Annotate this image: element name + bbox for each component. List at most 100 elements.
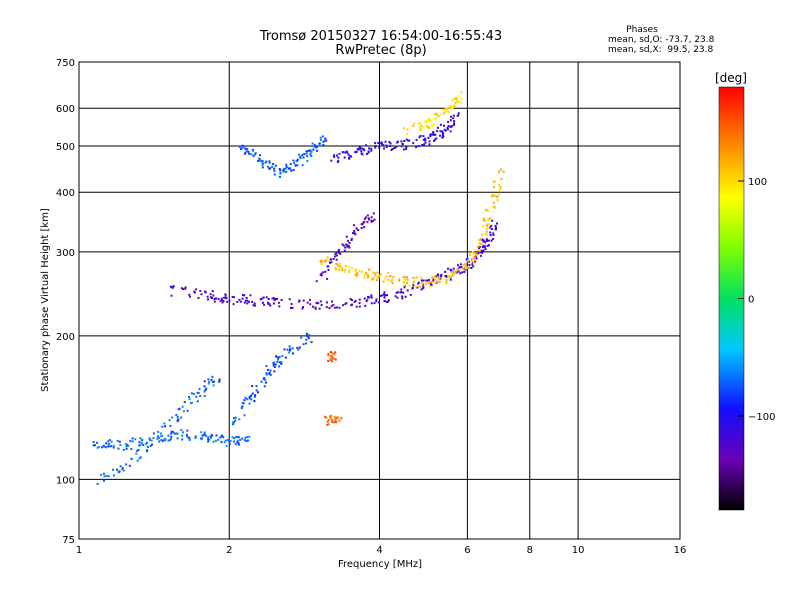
data-point bbox=[161, 425, 164, 428]
data-point bbox=[481, 238, 484, 241]
data-point bbox=[449, 275, 452, 278]
data-point bbox=[425, 120, 428, 123]
data-point bbox=[302, 299, 305, 302]
data-point bbox=[232, 303, 235, 306]
data-point bbox=[325, 416, 328, 419]
data-point bbox=[319, 136, 322, 139]
data-point bbox=[320, 274, 323, 277]
data-point bbox=[500, 178, 503, 180]
data-point bbox=[330, 159, 333, 162]
data-point bbox=[254, 153, 257, 156]
data-point bbox=[135, 452, 138, 455]
data-point bbox=[148, 439, 151, 441]
data-point bbox=[331, 300, 333, 303]
data-point bbox=[457, 114, 460, 117]
data-point bbox=[415, 139, 418, 141]
data-point bbox=[484, 241, 487, 244]
stats-heading: Phases bbox=[626, 25, 658, 35]
data-point bbox=[366, 273, 369, 276]
data-point bbox=[200, 438, 203, 441]
data-point bbox=[139, 437, 142, 439]
data-point bbox=[482, 240, 485, 243]
data-point bbox=[479, 238, 482, 241]
data-point bbox=[495, 226, 497, 229]
data-point bbox=[339, 264, 341, 267]
data-point bbox=[321, 135, 324, 138]
data-point bbox=[374, 272, 376, 275]
data-point bbox=[334, 351, 337, 354]
data-point bbox=[446, 128, 449, 131]
data-point bbox=[353, 224, 356, 227]
data-point bbox=[181, 438, 184, 441]
data-point bbox=[291, 306, 294, 309]
data-point bbox=[267, 298, 270, 300]
data-point bbox=[362, 221, 365, 224]
data-point bbox=[475, 252, 478, 255]
data-point bbox=[445, 282, 448, 285]
data-point bbox=[285, 171, 288, 173]
data-point bbox=[272, 163, 275, 165]
data-point bbox=[112, 446, 115, 449]
data-point bbox=[284, 356, 287, 359]
data-point bbox=[262, 296, 265, 299]
data-point bbox=[344, 151, 347, 154]
data-point bbox=[228, 299, 231, 302]
data-point bbox=[263, 385, 266, 388]
data-point bbox=[221, 301, 224, 304]
data-point bbox=[183, 401, 186, 403]
data-point bbox=[199, 395, 202, 397]
data-point bbox=[433, 113, 436, 116]
data-point bbox=[356, 148, 359, 151]
data-point bbox=[116, 439, 119, 442]
data-point bbox=[182, 288, 184, 291]
data-point bbox=[439, 134, 442, 137]
data-point bbox=[259, 158, 262, 161]
data-point bbox=[372, 277, 375, 279]
data-point bbox=[484, 245, 487, 248]
data-point bbox=[449, 119, 452, 122]
data-point bbox=[468, 260, 471, 263]
data-point bbox=[102, 472, 105, 475]
data-point bbox=[167, 434, 170, 437]
data-point bbox=[157, 436, 160, 439]
data-point bbox=[273, 366, 276, 368]
data-point bbox=[203, 385, 206, 388]
data-point bbox=[355, 150, 358, 153]
data-point bbox=[413, 122, 416, 125]
data-point bbox=[243, 399, 246, 402]
data-point bbox=[464, 267, 467, 270]
data-point bbox=[366, 152, 368, 155]
data-point bbox=[500, 168, 502, 171]
data-point bbox=[395, 291, 398, 294]
data-point bbox=[146, 445, 149, 448]
x-tick-label: 1 bbox=[76, 545, 82, 556]
data-point bbox=[419, 134, 422, 137]
data-point bbox=[492, 233, 495, 236]
data-point bbox=[328, 307, 331, 309]
data-point bbox=[171, 286, 174, 289]
data-point bbox=[292, 352, 294, 355]
data-point bbox=[370, 278, 373, 281]
data-point bbox=[442, 132, 445, 135]
data-point bbox=[447, 111, 450, 113]
data-point bbox=[405, 138, 408, 141]
data-point bbox=[334, 358, 337, 361]
data-point bbox=[278, 361, 281, 364]
data-point bbox=[377, 276, 380, 279]
data-point bbox=[430, 133, 433, 136]
data-point bbox=[423, 143, 426, 146]
data-point bbox=[289, 163, 292, 166]
data-point bbox=[342, 304, 345, 307]
data-point bbox=[213, 300, 216, 303]
data-point bbox=[480, 249, 483, 252]
data-point bbox=[366, 298, 369, 301]
data-point bbox=[224, 439, 227, 442]
data-point bbox=[462, 266, 465, 269]
data-point bbox=[388, 141, 391, 144]
data-point bbox=[489, 226, 492, 229]
data-point bbox=[377, 142, 380, 144]
data-point bbox=[421, 281, 423, 284]
data-point bbox=[485, 233, 488, 236]
data-point bbox=[180, 287, 183, 290]
data-point bbox=[226, 300, 229, 303]
